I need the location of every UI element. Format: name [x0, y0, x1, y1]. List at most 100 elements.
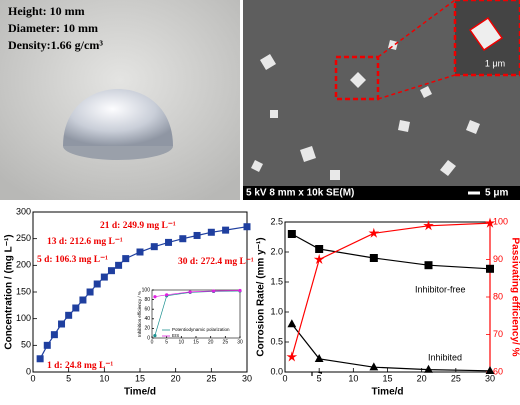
y-tick-label: 2.5: [270, 216, 283, 226]
x-tick-label: 25: [206, 374, 216, 384]
marker: [486, 264, 494, 273]
x-tick-label: 5: [165, 339, 168, 345]
x-tick-label: 0: [282, 374, 287, 384]
x-tick-label: 15: [135, 374, 145, 384]
marker: [65, 311, 73, 319]
photo-text: Height: 10 mm: [8, 4, 85, 18]
annotation: 5 d: 106.3 mg L⁻¹: [37, 255, 108, 265]
marker: [79, 296, 87, 304]
x-tick-label: 10: [99, 374, 109, 384]
series-label: Inhibitor-free: [415, 284, 466, 294]
y-axis-label: Inhibition efficiency / %: [137, 291, 142, 337]
marker: [424, 364, 433, 373]
sem-scale: 5 μm: [485, 188, 508, 199]
y-tick-label: 80: [144, 297, 150, 303]
x-axis-label: Time/d: [371, 387, 403, 398]
y-tick-label: 20: [144, 326, 150, 332]
marker: [369, 254, 378, 262]
x-tick-label: 30: [242, 374, 252, 384]
marker: [368, 227, 380, 238]
y-tick-label: 1.5: [270, 276, 283, 286]
y-axis-label: Corrosion Rate/ (mm y⁻¹): [256, 237, 267, 356]
marker: [188, 290, 192, 294]
y-axis-label: Concentration / (mg L⁻¹): [4, 234, 15, 349]
marker: [179, 235, 187, 243]
marker: [115, 261, 123, 269]
marker: [315, 245, 324, 253]
sample-dome: [63, 89, 173, 146]
marker: [58, 320, 66, 328]
plot-frame: [284, 221, 491, 373]
series-label: Inhibited: [428, 352, 462, 362]
marker: [423, 220, 434, 231]
marker: [314, 354, 324, 362]
x-tick-label: 25: [451, 374, 461, 384]
y2-tick-label: 60: [493, 366, 503, 376]
y-tick-label: 50: [21, 340, 31, 350]
y2-tick-label: 70: [493, 329, 503, 339]
x-tick-label: 20: [208, 339, 214, 345]
marker: [287, 230, 296, 238]
sem-info: 5 kV 8 mm x 10k SE(M): [246, 188, 354, 199]
marker: [122, 255, 130, 263]
x-tick-label: 15: [193, 339, 199, 345]
y-tick-label: 0: [147, 335, 150, 341]
x-tick-label: 10: [179, 339, 185, 345]
marker: [238, 288, 242, 293]
y2-axis-label: Passivating efficiency/ %: [509, 238, 520, 357]
zoom-lines: [377, 0, 456, 100]
x-tick-label: 30: [485, 374, 495, 384]
annotation: 21 d: 249.9 mg L⁻¹: [100, 221, 176, 231]
y-tick-label: 1.0: [270, 306, 283, 316]
inset-scale: 1 μm: [485, 58, 505, 68]
y-tick-label: 150: [16, 286, 31, 296]
marker: [165, 293, 169, 297]
photo-text: Density:1.66 g/cm³: [8, 38, 103, 52]
x-axis-label: Time/d: [124, 387, 156, 398]
y-tick-label: 250: [16, 233, 31, 243]
annotation: 30 d: 272.4 mg L⁻¹: [178, 257, 254, 267]
marker: [100, 273, 108, 281]
annotation: 13 d: 212.6 mg L⁻¹: [47, 237, 123, 247]
marker: [313, 253, 325, 264]
marker: [484, 217, 496, 228]
marker: [43, 341, 51, 349]
marker: [153, 334, 157, 338]
y-tick-label: 60: [144, 307, 150, 313]
x-tick-label: 25: [223, 339, 229, 345]
y2-tick-label: 90: [493, 254, 503, 264]
marker: [286, 351, 298, 362]
x-tick-label: 20: [417, 374, 427, 384]
marker: [369, 362, 379, 371]
marker: [212, 289, 216, 293]
marker: [107, 267, 115, 275]
marker: [222, 226, 230, 234]
x-tick-label: 0: [30, 374, 35, 384]
y2-tick-label: 100: [493, 216, 508, 226]
x-tick-label: 15: [382, 374, 392, 384]
photo-panel: Height: 10 mm Diameter: 10 mm Density:1.…: [0, 0, 240, 200]
y-tick-label: 200: [16, 260, 31, 270]
zoom-box: [334, 55, 380, 101]
marker: [287, 319, 297, 328]
marker: [485, 366, 495, 374]
y-tick-label: 40: [144, 316, 150, 322]
legend-label: EIS: [172, 333, 179, 338]
marker: [136, 248, 144, 256]
legend-label: Potentiodynamic polarization: [172, 327, 230, 332]
y-tick-label: 2.0: [270, 246, 283, 256]
x-tick-label: 0: [151, 339, 154, 345]
y-tick-label: 100: [16, 313, 31, 323]
x-tick-label: 5: [66, 374, 71, 384]
marker: [165, 238, 173, 246]
y-tick-label: 0: [26, 366, 31, 376]
marker: [72, 304, 80, 312]
y-tick-label: 300: [16, 206, 31, 216]
sem-panel: 1 μm 5 kV 8 mm x 10k SE(M) 5 μm: [243, 0, 520, 200]
marker: [153, 295, 157, 299]
marker: [424, 261, 433, 270]
y2-tick-label: 80: [493, 291, 503, 301]
x-tick-label: 20: [171, 374, 181, 384]
x-tick-label: 5: [317, 374, 322, 384]
